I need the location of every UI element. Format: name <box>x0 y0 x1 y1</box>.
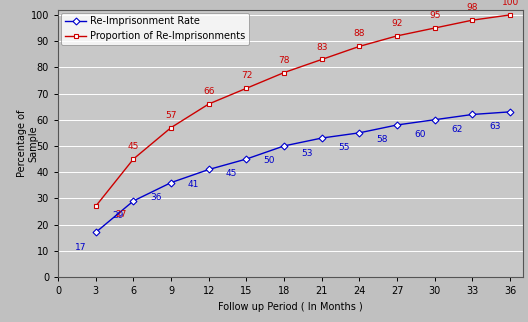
Text: 29: 29 <box>112 212 124 221</box>
Text: 98: 98 <box>467 3 478 12</box>
Re-Imprisonment Rate <box>432 118 438 122</box>
Text: 63: 63 <box>489 122 501 131</box>
Proportion of Re-Imprisonments <box>318 58 325 62</box>
Text: 41: 41 <box>188 180 200 189</box>
Proportion of Re-Imprisonments <box>130 157 137 161</box>
Proportion of Re-Imprisonments <box>243 86 250 90</box>
Text: 45: 45 <box>225 169 237 178</box>
Text: 83: 83 <box>316 43 327 52</box>
Text: 50: 50 <box>263 156 275 166</box>
Text: 78: 78 <box>278 56 290 65</box>
Proportion of Re-Imprisonments <box>356 44 363 48</box>
Text: 17: 17 <box>75 243 87 252</box>
Text: 60: 60 <box>414 130 426 139</box>
Proportion of Re-Imprisonments <box>469 18 476 22</box>
Proportion of Re-Imprisonments <box>432 26 438 30</box>
Text: 57: 57 <box>165 111 177 120</box>
Proportion of Re-Imprisonments <box>92 204 99 208</box>
Re-Imprisonment Rate <box>469 112 476 116</box>
Text: 27: 27 <box>115 210 127 219</box>
Re-Imprisonment Rate <box>205 167 212 171</box>
Proportion of Re-Imprisonments <box>507 13 513 17</box>
Proportion of Re-Imprisonments <box>394 34 400 38</box>
Re-Imprisonment Rate <box>92 231 99 234</box>
Proportion of Re-Imprisonments <box>168 126 174 129</box>
Text: 62: 62 <box>452 125 463 134</box>
Text: 53: 53 <box>301 148 313 157</box>
Re-Imprisonment Rate <box>394 123 400 127</box>
Re-Imprisonment Rate <box>281 144 287 148</box>
Text: 92: 92 <box>391 19 403 28</box>
Re-Imprisonment Rate <box>507 110 513 114</box>
Proportion of Re-Imprisonments <box>281 71 287 74</box>
Text: 100: 100 <box>502 0 519 7</box>
Y-axis label: Percentage of
Sample: Percentage of Sample <box>17 109 39 177</box>
Re-Imprisonment Rate <box>168 181 174 185</box>
Text: 58: 58 <box>376 136 388 145</box>
Text: 36: 36 <box>150 193 162 202</box>
Proportion of Re-Imprisonments <box>205 102 212 106</box>
Text: 88: 88 <box>354 30 365 39</box>
Legend: Re-Imprisonment Rate, Proportion of Re-Imprisonments: Re-Imprisonment Rate, Proportion of Re-I… <box>61 13 249 45</box>
Re-Imprisonment Rate <box>243 157 250 161</box>
Text: 55: 55 <box>338 143 350 152</box>
Re-Imprisonment Rate <box>318 136 325 140</box>
Text: 66: 66 <box>203 87 214 96</box>
Text: 72: 72 <box>241 71 252 80</box>
Text: 45: 45 <box>128 142 139 151</box>
Line: Re-Imprisonment Rate: Re-Imprisonment Rate <box>93 109 513 235</box>
Re-Imprisonment Rate <box>130 199 137 203</box>
Re-Imprisonment Rate <box>356 131 363 135</box>
X-axis label: Follow up Period ( In Months ): Follow up Period ( In Months ) <box>218 301 363 311</box>
Text: 95: 95 <box>429 11 440 20</box>
Line: Proportion of Re-Imprisonments: Proportion of Re-Imprisonments <box>93 13 513 209</box>
